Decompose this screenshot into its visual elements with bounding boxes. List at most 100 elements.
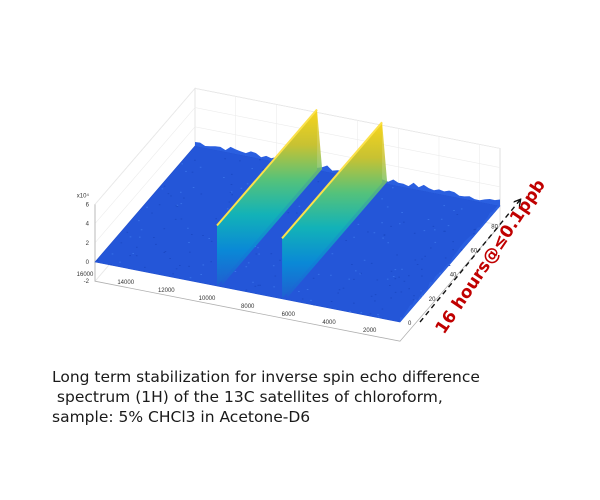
noise-speckle: [460, 249, 463, 251]
noise-speckle: [416, 264, 419, 265]
x-tick-label: 10000: [199, 296, 216, 302]
noise-speckle: [172, 273, 174, 275]
y-tick-label: 0: [408, 321, 412, 327]
noise-speckle: [396, 254, 398, 256]
noise-speckle: [430, 247, 432, 249]
noise-speckle: [296, 212, 298, 214]
x-tick-label: 6000: [282, 312, 296, 318]
noise-speckle: [180, 218, 183, 220]
noise-speckle: [247, 262, 250, 264]
noise-speckle: [419, 297, 422, 299]
noise-speckle: [180, 203, 183, 205]
noise-speckle: [301, 210, 304, 212]
noise-speckle: [392, 276, 395, 277]
noise-speckle: [226, 208, 229, 210]
noise-speckle: [473, 233, 475, 235]
noise-speckle: [174, 218, 177, 220]
noise-speckle: [306, 289, 309, 290]
noise-speckle: [317, 273, 320, 275]
noise-speckle: [138, 220, 140, 222]
noise-speckle: [262, 169, 265, 170]
noise-speckle: [444, 257, 447, 259]
noise-speckle: [377, 314, 379, 316]
noise-speckle: [369, 313, 372, 315]
noise-speckle: [96, 260, 99, 261]
noise-speckle: [400, 291, 403, 293]
noise-speckle: [246, 183, 249, 185]
noise-speckle: [191, 234, 193, 235]
noise-speckle: [434, 229, 436, 231]
caption-line-3: sample: 5% CHCl3 in Acetone-D6: [52, 408, 311, 426]
noise-speckle: [383, 234, 386, 236]
noise-speckle: [387, 242, 389, 244]
noise-speckle: [345, 240, 347, 241]
noise-speckle: [330, 274, 332, 276]
noise-speckle: [188, 265, 190, 267]
peak-ridge-1: [216, 108, 323, 286]
noise-speckle: [191, 171, 194, 173]
noise-speckle: [381, 198, 383, 200]
noise-speckle: [338, 289, 341, 291]
noise-speckle: [189, 277, 192, 279]
noise-speckle: [452, 241, 454, 243]
noise-speckle: [210, 261, 212, 263]
noise-speckle: [423, 230, 426, 232]
noise-speckle: [183, 197, 185, 199]
axis-line: [94, 224, 501, 342]
noise-speckle: [413, 232, 416, 234]
peak-tail: [217, 109, 323, 286]
noise-speckle: [403, 280, 406, 282]
noise-speckle: [155, 243, 157, 245]
noise-speckle: [140, 229, 143, 231]
noise-speckle: [408, 288, 410, 290]
noise-speckle: [353, 236, 355, 238]
noise-speckle: [403, 221, 405, 223]
noise-speckle: [434, 241, 437, 243]
noise-speckle: [110, 264, 112, 266]
noise-speckle: [153, 237, 155, 238]
noise-speckle: [187, 227, 189, 229]
noise-speckle: [230, 191, 233, 193]
noise-speckle: [399, 223, 401, 225]
noise-speckle: [230, 184, 233, 185]
noise-speckle: [421, 275, 423, 277]
noise-speckle: [453, 210, 455, 211]
noise-speckle: [245, 266, 248, 268]
noise-speckle: [200, 193, 203, 195]
noise-speckle: [298, 205, 301, 207]
peak-crest: [281, 121, 383, 239]
noise-speckle: [421, 294, 424, 296]
noise-speckle: [200, 274, 202, 275]
noise-speckle: [111, 253, 114, 255]
noise-speckle: [189, 251, 191, 253]
peak-ridge-2: [281, 121, 388, 299]
noise-speckle: [129, 255, 131, 257]
noise-speckle: [383, 234, 386, 236]
noise-speckle: [273, 286, 275, 288]
noise-speckle: [394, 291, 397, 293]
noise-speckle: [439, 272, 441, 274]
noise-speckle: [234, 271, 237, 272]
noise-speckle: [373, 232, 376, 234]
noise-speckle: [163, 185, 166, 187]
noise-speckle: [239, 160, 241, 162]
noise-speckle: [360, 272, 362, 274]
z-exponent-label: x10⁴: [77, 192, 90, 199]
noise-speckle: [313, 304, 315, 306]
noise-speckle: [259, 284, 261, 286]
noise-speckle: [185, 170, 187, 172]
noise-speckle: [202, 264, 205, 266]
noise-speckle: [359, 273, 361, 275]
noise-speckle: [119, 261, 121, 263]
noise-speckle: [146, 206, 148, 208]
noise-speckle: [188, 242, 190, 243]
noise-speckle: [223, 177, 225, 178]
noise-speckle: [394, 278, 397, 280]
noise-speckle: [245, 289, 248, 291]
noise-speckle: [496, 207, 499, 209]
noise-speckle: [355, 270, 357, 272]
noise-speckle: [257, 284, 260, 286]
noise-speckle: [398, 276, 400, 278]
noise-speckle: [231, 173, 233, 175]
